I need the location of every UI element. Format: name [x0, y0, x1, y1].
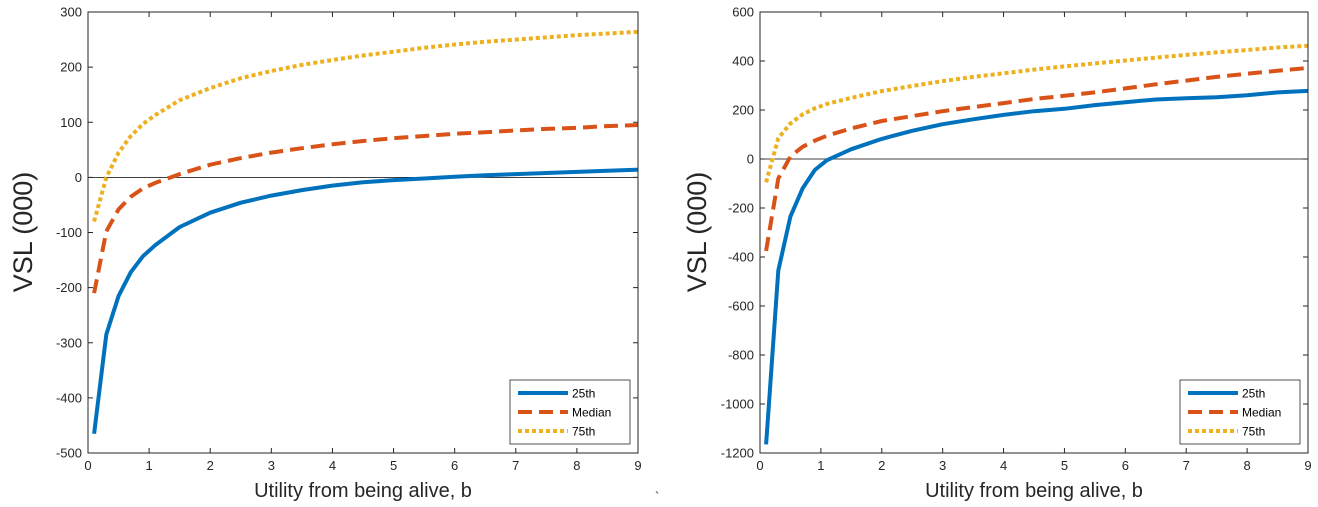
- chart-1-y-tick-label: -400: [56, 390, 82, 405]
- chart-2-y-tick-label: -1200: [721, 446, 754, 461]
- chart-2-axes-box: [759, 11, 1309, 454]
- chart-1-series-75th-line: [92, 29, 639, 223]
- chart-2-y-axis-label: VSL (000): [682, 172, 712, 293]
- chart-2-plot-area: [760, 12, 1308, 453]
- chart-2-series-25th-line: [764, 88, 1309, 445]
- chart-2: 0 1 2 3 4 5 6 7 8 9 -1200 -1000 -800 -600 -400 -200 0 200…: [682, 5, 1312, 503]
- chart-2-legend-label-75th: 75th: [1242, 425, 1265, 439]
- chart-2-x-tick-label: 1: [817, 458, 824, 473]
- chart-1-legend-label-75th: 75th: [572, 425, 595, 439]
- chart-1-x-tick-label: 6: [451, 458, 458, 473]
- chart-2-y-tick-label: 0: [747, 152, 754, 167]
- chart-2-x-tick-label: 8: [1243, 458, 1250, 473]
- chart-1-x-tick-label: 4: [329, 458, 336, 473]
- chart-1-legend: 25th Median 75th: [509, 379, 631, 445]
- chart-1-y-tick-label: -500: [56, 446, 82, 461]
- chart-2-y-tick-label: -1000: [721, 397, 754, 412]
- stray-mark: `: [655, 489, 659, 504]
- chart-2-x-tick-label: 3: [939, 458, 946, 473]
- chart-1-x-tick-label: 2: [207, 458, 214, 473]
- chart-1-x-tick-label: 8: [573, 458, 580, 473]
- chart-1-legend-label-median: Median: [572, 406, 611, 420]
- chart-1-y-tick-label: -200: [56, 280, 82, 295]
- chart-2-y-tick-label: -800: [728, 348, 754, 363]
- chart-1-y-tick-label: 100: [60, 115, 82, 130]
- chart-2-legend-label-25th: 25th: [1242, 387, 1265, 401]
- chart-2-x-tick-label: 6: [1122, 458, 1129, 473]
- chart-1-x-tick-label: 9: [634, 458, 641, 473]
- chart-1: 0 1 2 3 4 5 6 7 8 9 -500 -400 -300 -200 -100 0 100 200 300…: [8, 5, 642, 503]
- chart-1-y-tick-label: -300: [56, 335, 82, 350]
- chart-2-legend-label-median: Median: [1242, 406, 1281, 420]
- chart-1-y-tick-label: -100: [56, 225, 82, 240]
- chart-2-y-tick-label: 200: [732, 103, 754, 118]
- chart-2-y-tick-label: 600: [732, 5, 754, 20]
- chart-2-y-tick-label: -400: [728, 250, 754, 265]
- chart-2-y-tick-label: -200: [728, 201, 754, 216]
- chart-2-x-tick-label: 2: [878, 458, 885, 473]
- chart-1-x-axis-label: Utility from being alive, b: [254, 480, 472, 502]
- chart-1-plot-area: [88, 12, 638, 453]
- chart-2-x-tick-label: 7: [1183, 458, 1190, 473]
- chart-1-x-tick-label: 7: [512, 458, 519, 473]
- chart-2-legend: 25th Median 75th: [1179, 379, 1301, 445]
- chart-1-x-tick-label: 0: [84, 458, 91, 473]
- chart-1-legend-label-25th: 25th: [572, 387, 595, 401]
- chart-2-x-axis-label: Utility from being alive, b: [925, 480, 1143, 502]
- chart-2-x-tick-label: 9: [1304, 458, 1311, 473]
- chart-1-x-tick-label: 5: [390, 458, 397, 473]
- chart-1-x-tick-label: 3: [268, 458, 275, 473]
- chart-2-y-tick-label: -600: [728, 299, 754, 314]
- chart-1-x-tick-label: 1: [145, 458, 152, 473]
- chart-1-y-tick-label: 200: [60, 60, 82, 75]
- chart-2-x-tick-label: 5: [1061, 458, 1068, 473]
- chart-2-series-75th-line: [764, 43, 1309, 183]
- chart-1-y-axis-label: VSL (000): [8, 172, 38, 293]
- chart-1-y-tick-label: 300: [60, 5, 82, 20]
- chart-1-series-25th-line: [92, 167, 639, 434]
- chart-2-x-tick-label: 0: [756, 458, 763, 473]
- chart-2-series-median-line: [764, 65, 1309, 252]
- chart-1-y-tick-label: 0: [75, 170, 82, 185]
- chart-1-series-median-line: [92, 123, 639, 294]
- chart-2-x-tick-label: 4: [1000, 458, 1007, 473]
- chart-2-y-tick-label: 400: [732, 54, 754, 69]
